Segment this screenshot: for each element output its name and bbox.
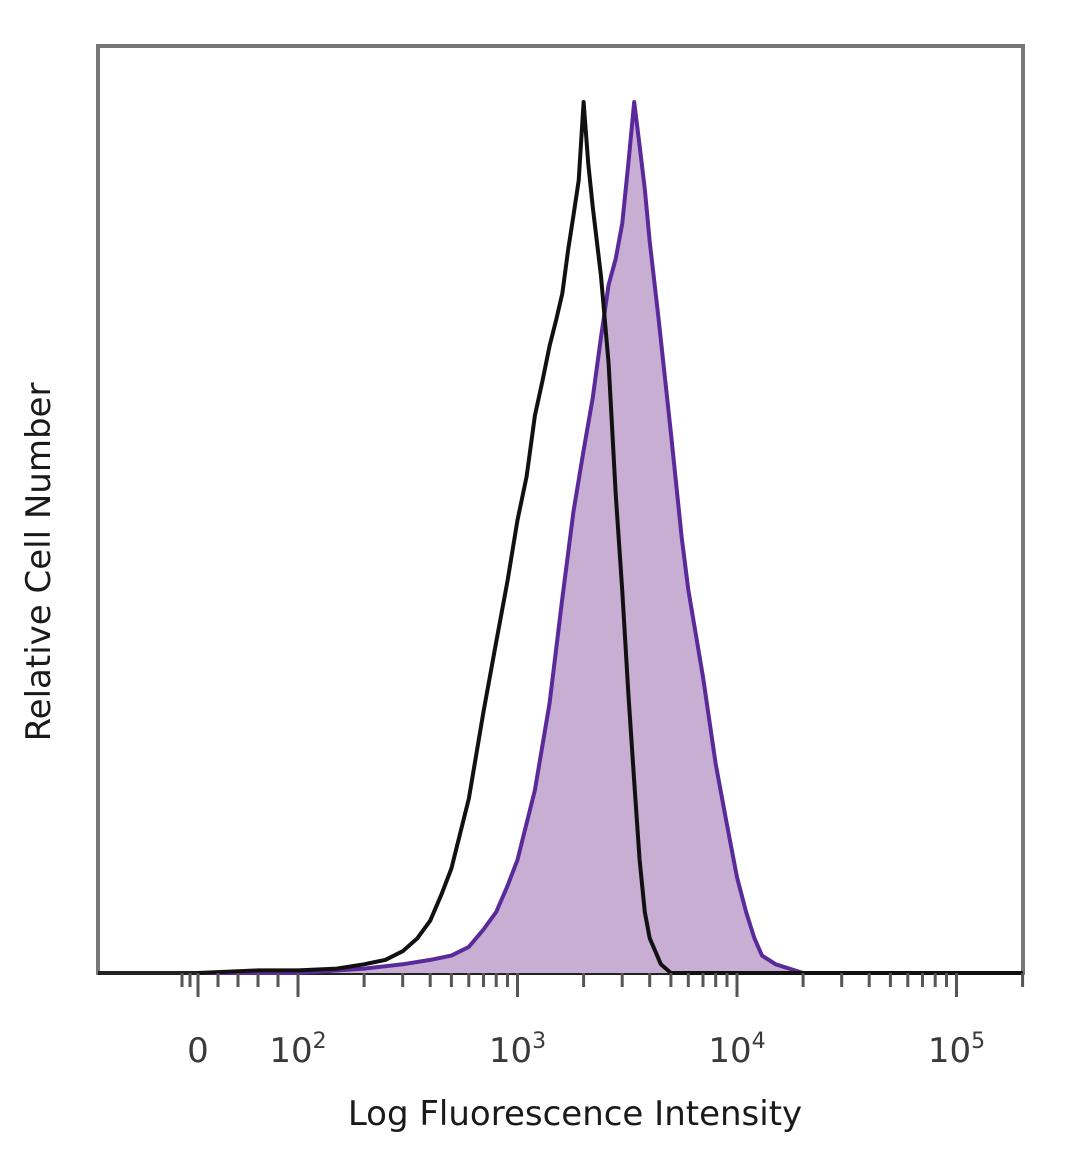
x-tick-label: 105 [928,1029,985,1071]
x-axis-title: Log Fluorescence Intensity [348,1094,802,1134]
x-tick-label-exponent: 5 [971,1029,985,1054]
x-tick-layer [180,973,1025,997]
series-0-line [198,100,1023,975]
series-0-area [198,102,1023,973]
x-tick-label: 103 [489,1029,546,1071]
x-tick-label-exponent: 2 [313,1029,327,1054]
series-layer [197,100,1023,975]
x-tick-label-exponent: 4 [752,1029,766,1054]
y-axis-title: Relative Cell Number [19,383,59,742]
x-tick-label: 102 [269,1029,326,1071]
x-tick-label-base: 10 [269,1031,312,1071]
x-tick-label-base: 10 [489,1031,532,1071]
series-1-line [197,100,1023,975]
x-tick-label: 0 [187,1031,209,1071]
x-tick-label-base: 10 [708,1031,751,1071]
x-tick-label-base: 10 [928,1031,971,1071]
x-tick-label: 104 [708,1029,765,1071]
x-tick-label-layer: 0 102 103 104 105 [187,1029,985,1071]
x-tick-label-exponent: 3 [532,1029,546,1054]
